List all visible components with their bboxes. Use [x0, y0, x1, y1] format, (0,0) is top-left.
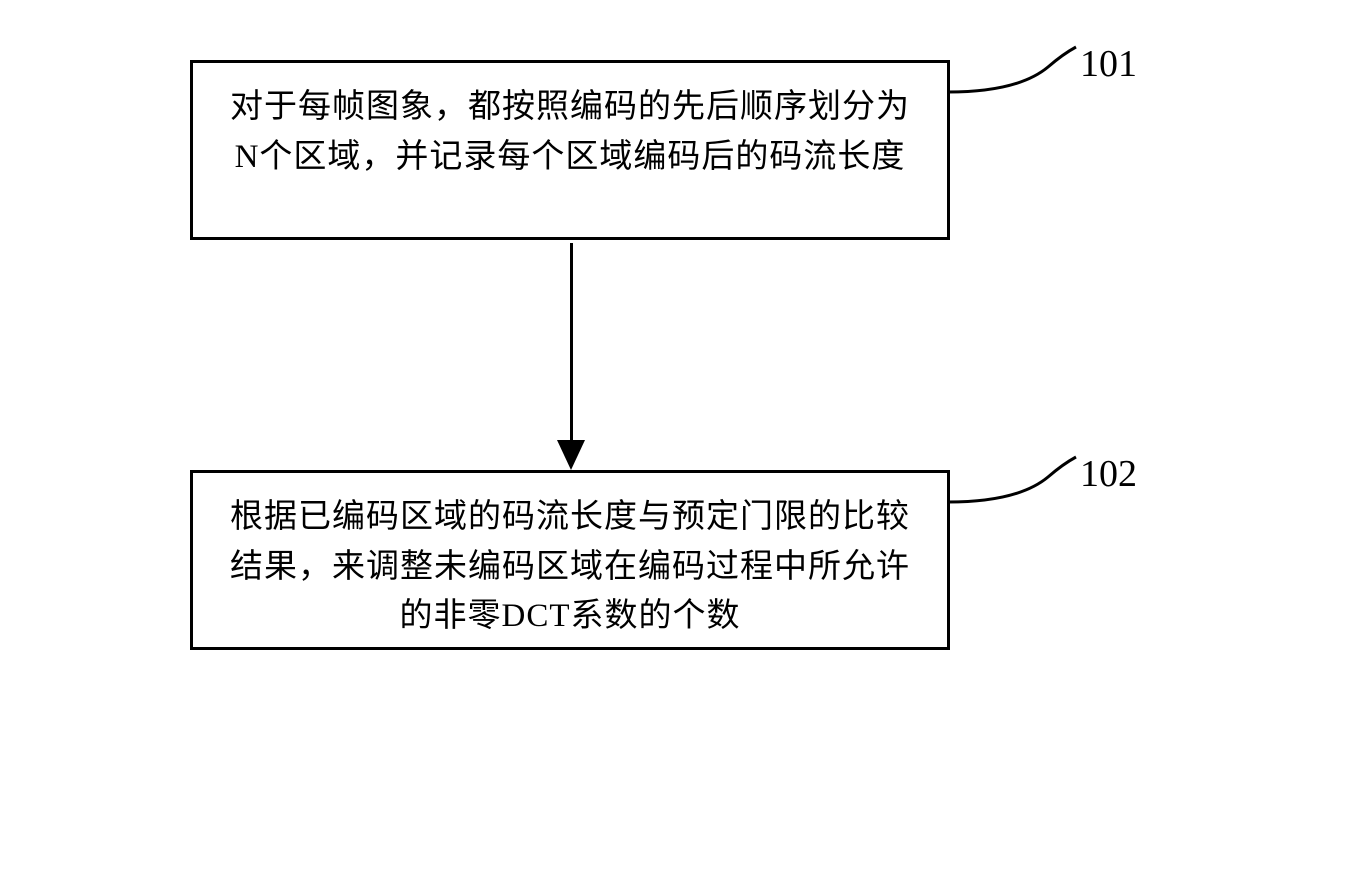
connector-102 — [948, 452, 1083, 512]
arrow-line — [570, 243, 573, 448]
flow-label-102: 102 — [1080, 452, 1137, 496]
flow-node-102: 根据已编码区域的码流长度与预定门限的比较结果，来调整未编码区域在编码过程中所允许… — [190, 470, 950, 650]
arrow-head-icon — [557, 440, 585, 470]
flow-label-101: 101 — [1080, 42, 1137, 86]
flow-node-101: 对于每帧图象，都按照编码的先后顺序划分为N个区域，并记录每个区域编码后的码流长度 — [190, 60, 950, 240]
flow-node-102-text: 根据已编码区域的码流长度与预定门限的比较结果，来调整未编码区域在编码过程中所允许… — [223, 493, 917, 642]
flow-arrow-101-to-102 — [563, 243, 583, 470]
connector-101 — [948, 42, 1083, 102]
flow-node-101-text: 对于每帧图象，都按照编码的先后顺序划分为N个区域，并记录每个区域编码后的码流长度 — [223, 83, 917, 182]
